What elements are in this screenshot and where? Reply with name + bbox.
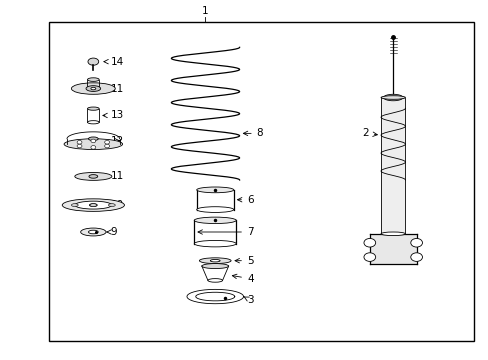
- Ellipse shape: [194, 217, 236, 224]
- Circle shape: [410, 238, 422, 247]
- Text: 9: 9: [107, 227, 117, 237]
- Ellipse shape: [88, 230, 98, 234]
- Circle shape: [104, 144, 109, 148]
- Text: 4: 4: [232, 274, 253, 284]
- Text: 5: 5: [235, 256, 253, 266]
- Ellipse shape: [196, 207, 233, 212]
- Text: 8: 8: [243, 129, 263, 138]
- Ellipse shape: [88, 58, 99, 65]
- Text: 1: 1: [202, 6, 208, 17]
- Text: 14: 14: [103, 57, 123, 67]
- Bar: [49, 22, 473, 341]
- Ellipse shape: [87, 121, 99, 124]
- Ellipse shape: [71, 83, 115, 94]
- Ellipse shape: [71, 204, 78, 207]
- Ellipse shape: [64, 139, 122, 149]
- Ellipse shape: [383, 94, 402, 101]
- Circle shape: [91, 145, 96, 149]
- Ellipse shape: [88, 137, 98, 140]
- Ellipse shape: [89, 204, 97, 207]
- Ellipse shape: [194, 240, 236, 247]
- Ellipse shape: [210, 260, 220, 262]
- Text: 10: 10: [110, 200, 123, 210]
- Bar: [369, 234, 416, 264]
- Ellipse shape: [87, 107, 99, 110]
- Ellipse shape: [87, 78, 99, 81]
- Circle shape: [91, 139, 96, 143]
- Ellipse shape: [380, 96, 405, 99]
- Ellipse shape: [75, 172, 112, 180]
- Text: 11: 11: [75, 84, 123, 94]
- Text: 7: 7: [198, 227, 253, 237]
- Ellipse shape: [62, 199, 124, 211]
- Circle shape: [410, 253, 422, 261]
- Ellipse shape: [75, 201, 111, 209]
- Circle shape: [77, 144, 82, 148]
- Circle shape: [363, 238, 375, 247]
- Ellipse shape: [380, 232, 405, 235]
- Ellipse shape: [196, 187, 233, 193]
- Ellipse shape: [199, 258, 231, 264]
- Bar: [380, 98, 405, 234]
- Ellipse shape: [91, 87, 96, 90]
- Circle shape: [104, 140, 109, 144]
- Circle shape: [77, 140, 82, 144]
- Ellipse shape: [81, 228, 106, 236]
- Text: 2: 2: [362, 129, 377, 138]
- Text: 13: 13: [102, 111, 123, 121]
- Ellipse shape: [90, 204, 97, 207]
- Circle shape: [363, 253, 375, 261]
- Text: 6: 6: [237, 195, 253, 205]
- Text: 3: 3: [244, 295, 253, 305]
- Ellipse shape: [207, 279, 222, 282]
- Text: 12: 12: [110, 136, 123, 145]
- Ellipse shape: [89, 175, 98, 178]
- Ellipse shape: [108, 204, 115, 207]
- Ellipse shape: [86, 86, 101, 91]
- Text: 11: 11: [79, 171, 123, 181]
- Ellipse shape: [202, 264, 228, 269]
